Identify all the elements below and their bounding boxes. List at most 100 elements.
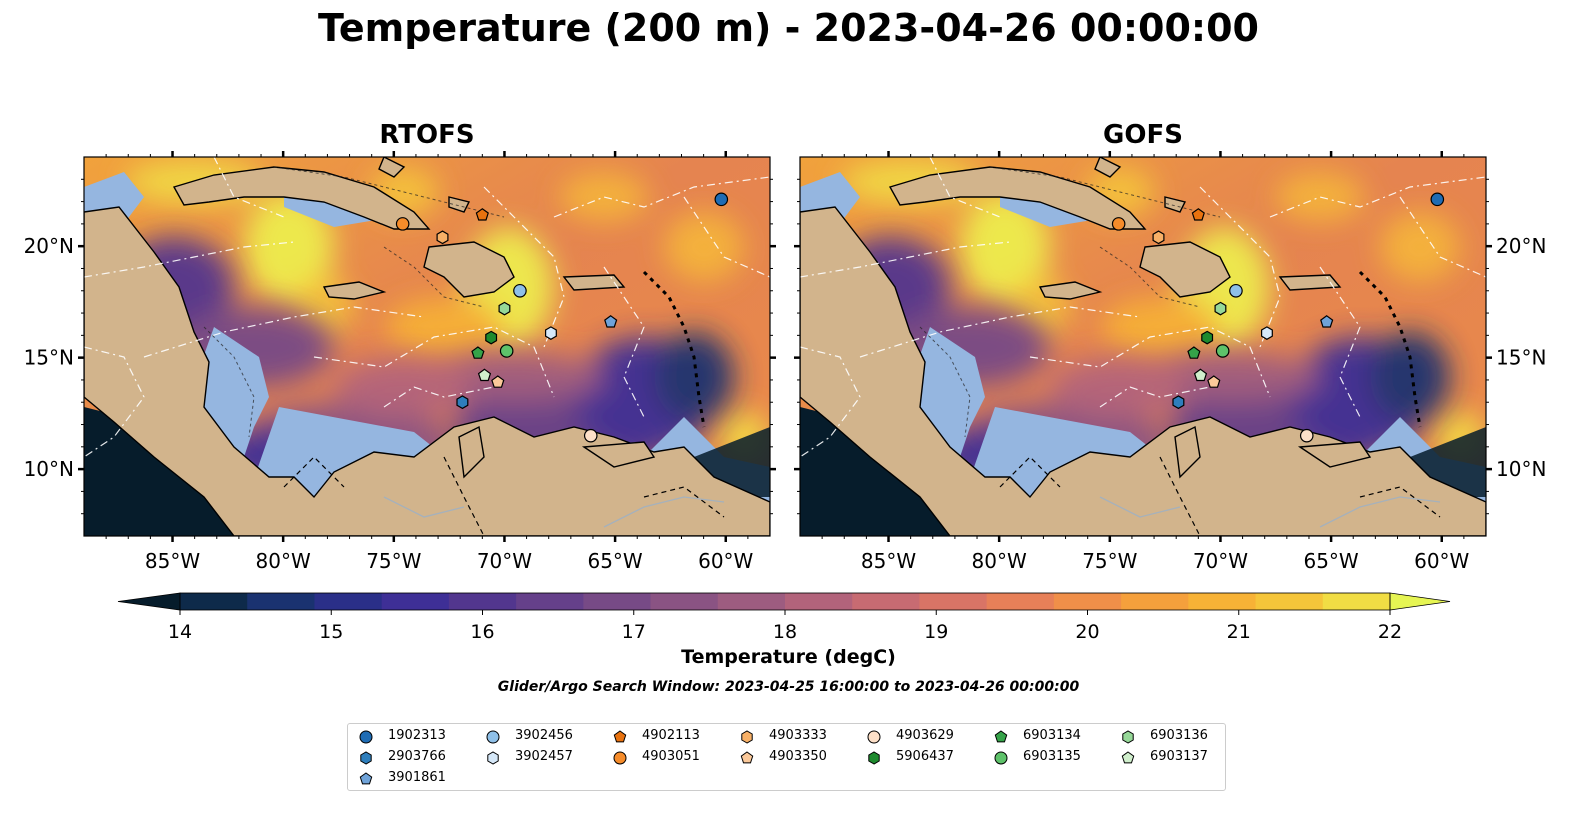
colorbar-tick-label: 20 xyxy=(1075,621,1099,643)
legend-label: 4903350 xyxy=(769,749,827,764)
colorbar-under-arrow xyxy=(117,592,181,611)
legend-label: 3901861 xyxy=(388,770,446,785)
colorbar-segment xyxy=(180,593,248,610)
legend-marker-pentagon-icon xyxy=(359,772,373,785)
legend-marker-pentagon-icon xyxy=(613,730,627,743)
lat-tick-label: 10°N xyxy=(24,457,74,481)
legend-marker-circle-icon xyxy=(867,730,881,744)
colorbar: 14 15 16 17 18 19 20 21 22 xyxy=(117,592,1451,643)
lon-tick-label: 85°W xyxy=(861,549,916,573)
colorbar-segment xyxy=(247,593,315,610)
legend-marker-hexagon-icon xyxy=(360,751,372,765)
colorbar-segment xyxy=(852,593,920,610)
lon-tick-label: 65°W xyxy=(587,549,642,573)
legend-marker-circle-icon xyxy=(486,730,500,744)
colorbar-segment xyxy=(717,593,786,610)
float-marker-2903766 xyxy=(1172,395,1185,410)
legend-label: 6903135 xyxy=(1023,749,1081,764)
lon-tick-label: 70°W xyxy=(477,549,532,573)
colorbar-segment xyxy=(314,593,383,610)
lon-tick-label: 80°W xyxy=(256,549,311,573)
colorbar-segment xyxy=(448,593,517,610)
float-marker-4903051 xyxy=(395,217,410,231)
float-marker-5906437 xyxy=(485,330,498,345)
float-marker-1902313 xyxy=(714,192,729,207)
colorbar-segment xyxy=(516,593,584,610)
figure-title: Temperature (200 m) - 2023-04-26 00:00:0… xyxy=(317,6,1259,50)
lon-tick-label: 65°W xyxy=(1303,549,1358,573)
colorbar-over-arrow xyxy=(1389,592,1451,611)
legend-marker-circle-icon xyxy=(613,751,627,765)
lon-tick-label: 70°W xyxy=(1193,549,1248,573)
lon-tick-label: 60°W xyxy=(698,549,753,573)
legend-label: 4903333 xyxy=(769,728,827,743)
colorbar-tick-label: 15 xyxy=(319,621,343,643)
colorbar-segment xyxy=(583,593,652,610)
legend-marker-hexagon-icon xyxy=(487,751,499,765)
float-marker-3902457 xyxy=(1261,326,1273,340)
colorbar-segment xyxy=(919,593,988,610)
colorbar-segment xyxy=(381,593,450,610)
float-marker-3902457 xyxy=(545,326,557,340)
colorbar-segment xyxy=(1188,593,1257,610)
float-marker-6903135 xyxy=(499,344,514,358)
float-marker-3901861 xyxy=(604,315,618,328)
float-marker-4903350 xyxy=(491,375,505,388)
colorbar-segment xyxy=(1121,593,1189,610)
legend-label: 4903051 xyxy=(642,749,700,764)
float-marker-4902113 xyxy=(1191,208,1205,221)
panel-title-rtofs: RTOFS xyxy=(379,120,475,150)
colorbar-tick-label: 19 xyxy=(924,621,948,643)
search-window-text: Glider/Argo Search Window: 2023-04-25 16… xyxy=(497,679,1080,695)
map-panel-rtofs: 85°W 80°W 75°W 70°W 65°W 60°W 20°N 15°N 10°N xyxy=(24,151,776,573)
float-marker-5906437 xyxy=(1201,330,1214,345)
lon-tick-label: 85°W xyxy=(145,549,200,573)
colorbar-tick-label: 17 xyxy=(622,621,646,643)
legend-marker-hexagon-icon xyxy=(868,751,880,765)
legend-label: 6903134 xyxy=(1023,728,1081,743)
colorbar-segment xyxy=(986,593,1055,610)
lon-tick-label: 80°W xyxy=(972,549,1027,573)
float-marker-4903350 xyxy=(1207,375,1221,388)
lat-tick-label: 15°N xyxy=(1496,346,1546,370)
float-marker-3901861 xyxy=(1320,315,1334,328)
panel-title-gofs: GOFS xyxy=(1103,120,1183,150)
float-legend: 1902313 2903766 3901861 3902456 3902457 49021… xyxy=(347,723,1226,791)
lon-tick-label: 75°W xyxy=(366,549,421,573)
lat-tick-label: 20°N xyxy=(1496,234,1546,258)
float-marker-6903137 xyxy=(477,368,492,382)
legend-label: 3902457 xyxy=(515,749,573,764)
float-marker-4903629 xyxy=(583,428,598,443)
legend-label: 1902313 xyxy=(388,728,446,743)
colorbar-segment xyxy=(1322,593,1391,610)
colorbar-segment xyxy=(1255,593,1324,610)
colorbar-tick-label: 21 xyxy=(1227,621,1251,643)
float-marker-4902113 xyxy=(475,208,489,221)
colorbar-label: Temperature (degC) xyxy=(681,646,896,668)
float-marker-6903134 xyxy=(1187,346,1201,359)
float-marker-4903629 xyxy=(1299,428,1314,443)
lat-tick-label: 15°N xyxy=(24,346,74,370)
colorbar-segment xyxy=(1053,593,1122,610)
legend-label: 3902456 xyxy=(515,728,573,743)
legend-marker-circle-icon xyxy=(994,751,1008,765)
legend-label: 5906437 xyxy=(896,749,954,764)
lon-tick-label: 60°W xyxy=(1414,549,1469,573)
colorbar-segment xyxy=(785,593,853,610)
legend-label: 2903766 xyxy=(388,749,446,764)
float-marker-6903136 xyxy=(498,301,511,316)
legend-marker-hexagon-icon xyxy=(741,730,753,744)
float-marker-6903137 xyxy=(1193,368,1208,382)
legend-label: 6903136 xyxy=(1150,728,1208,743)
legend-marker-pentagon-icon xyxy=(994,730,1008,743)
colorbar-tick-label: 18 xyxy=(773,621,797,643)
lat-tick-label: 10°N xyxy=(1496,457,1546,481)
float-marker-3902456 xyxy=(513,283,527,298)
legend-marker-pentagon-icon xyxy=(740,751,754,764)
legend-label: 4902113 xyxy=(642,728,700,743)
float-marker-4903333 xyxy=(1152,230,1165,245)
lat-tick-label: 20°N xyxy=(24,234,74,258)
float-marker-6903134 xyxy=(471,346,485,359)
float-marker-6903136 xyxy=(1214,301,1227,316)
float-marker-2903766 xyxy=(456,395,469,410)
